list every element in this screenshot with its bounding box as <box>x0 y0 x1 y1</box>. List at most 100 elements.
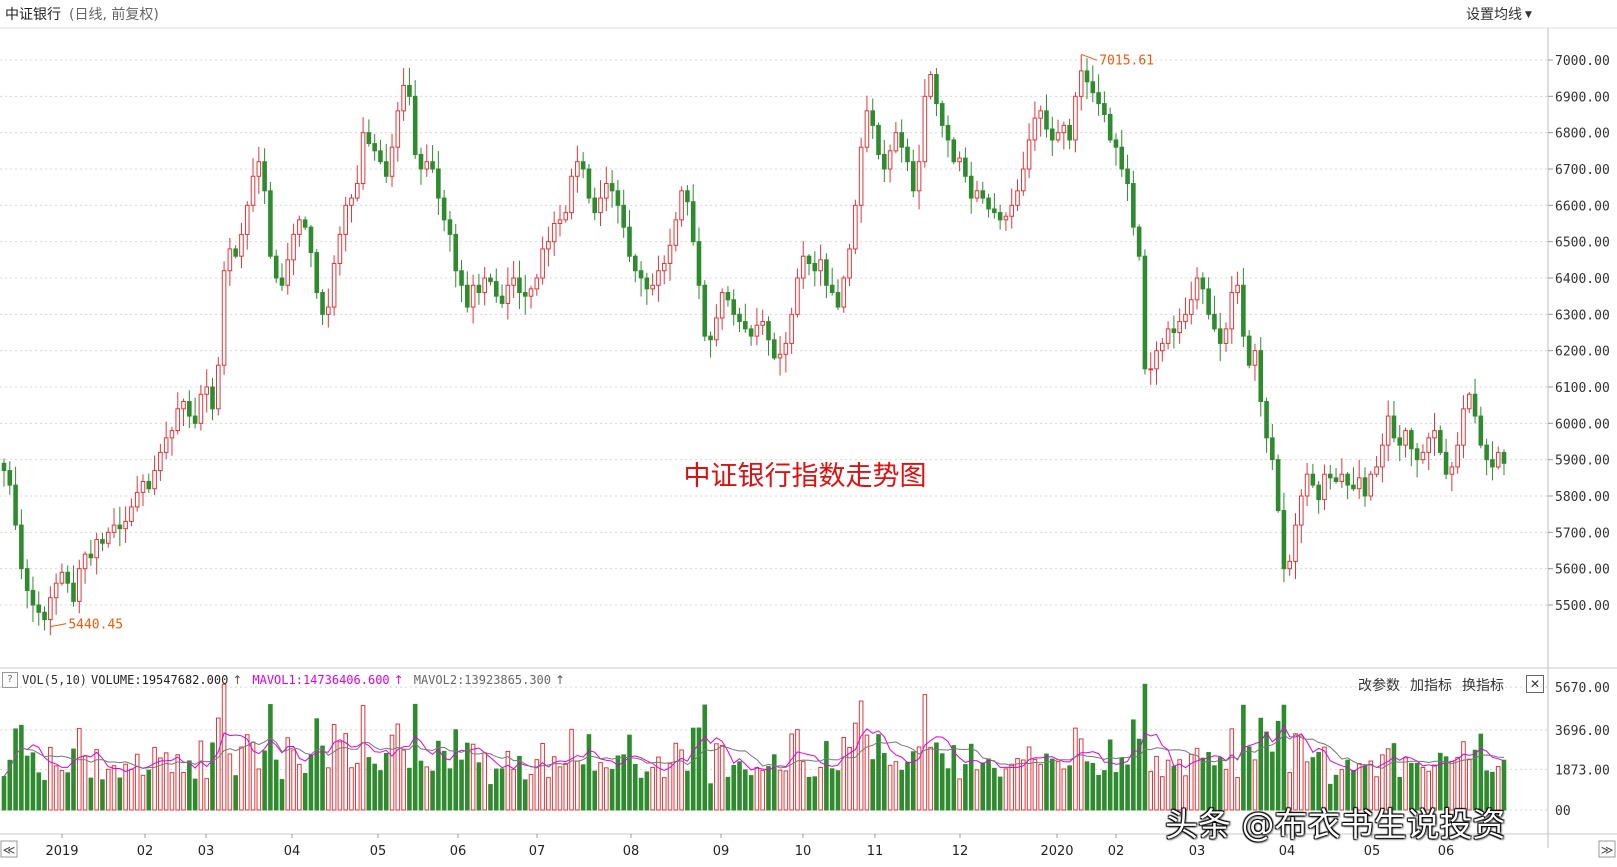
candle-down <box>766 321 771 341</box>
volume-bar-up <box>1032 758 1038 811</box>
candle-down <box>829 284 835 294</box>
volume-bar-up <box>1466 758 1472 811</box>
help-icon[interactable]: ? <box>2 672 18 688</box>
volume-bar-up <box>297 763 302 811</box>
candle-up <box>1038 110 1043 119</box>
candle-down <box>436 168 441 199</box>
set-ma-button[interactable]: 设置均线 ▼ <box>1466 4 1532 24</box>
volume-bar-up <box>841 737 847 811</box>
candle-down <box>1044 110 1049 130</box>
candle-down <box>1409 430 1414 450</box>
volume-bar-down <box>1217 757 1223 811</box>
candle-up <box>864 110 870 148</box>
candle-down <box>1119 146 1125 170</box>
volume-bar-up <box>134 753 140 811</box>
volume-bar-down <box>36 772 42 811</box>
y-tick-label: 6700.00 <box>1555 163 1610 178</box>
candle-down <box>65 571 71 584</box>
candle-down <box>1246 335 1252 366</box>
volume-bar-up <box>1160 776 1165 811</box>
volume-bar-up <box>204 778 209 811</box>
volume-bar-up <box>714 743 719 811</box>
candle-down <box>992 208 997 214</box>
volume-bar-down <box>65 772 71 811</box>
y-tick-label: 6400.00 <box>1555 272 1610 287</box>
volume-bar-down <box>1397 776 1403 811</box>
candle-down <box>1345 473 1350 486</box>
volume-bar-down <box>302 773 308 811</box>
volume-bar-down <box>522 779 528 811</box>
x-tick-label: 02 <box>1108 844 1125 859</box>
volume-bar-down <box>430 770 435 811</box>
y-tick-label: 5600.00 <box>1555 563 1610 578</box>
volume-bar-down <box>1484 770 1489 811</box>
modify-params-button[interactable]: 改参数 <box>1358 678 1400 694</box>
candle-down <box>262 161 267 192</box>
x-tick-label: 08 <box>623 844 640 859</box>
add-indicator-button[interactable]: 加指标 <box>1410 678 1452 694</box>
candle-up <box>974 190 980 199</box>
candle-up <box>1009 204 1015 217</box>
volume-bar-up <box>1322 746 1327 811</box>
volume-bar-up <box>123 763 128 811</box>
volume-bar-down <box>1142 683 1148 811</box>
volume-bars <box>1 683 1507 811</box>
close-icon[interactable]: ✕ <box>1526 675 1544 693</box>
y-tick-label: 6600.00 <box>1555 199 1610 214</box>
candle-up <box>667 244 673 264</box>
volume-bar-down <box>378 770 383 811</box>
annotation-arrow <box>1081 53 1098 61</box>
candle-down <box>24 568 30 591</box>
candle-up <box>1026 139 1032 170</box>
candle-up <box>204 386 209 395</box>
candle-down <box>1362 477 1368 497</box>
candle-down <box>1472 393 1478 417</box>
volume-bar-down <box>882 752 887 811</box>
scroll-left-button[interactable]: ≪ <box>0 840 18 858</box>
candle-up <box>922 95 928 163</box>
index-name: 中证银行 <box>5 7 61 23</box>
candle-down <box>1136 226 1142 257</box>
candle-down <box>1264 401 1269 439</box>
volume-bar-up <box>667 763 673 811</box>
candle-down <box>1414 448 1420 461</box>
x-tick-label: 06 <box>1438 844 1455 859</box>
candle-up <box>158 451 163 472</box>
candle-up <box>841 277 847 308</box>
candle-up <box>656 270 661 286</box>
candle-up <box>1194 277 1200 301</box>
candle-down <box>273 255 279 279</box>
nav-box <box>1598 840 1616 858</box>
price-grid: 7000.00 6900.00 6800.00 6700.00 6600.00 6500.… <box>0 54 1610 614</box>
candle-up <box>291 233 296 261</box>
candle-down <box>88 553 94 559</box>
volume-bar-down <box>621 754 626 811</box>
volume-bar-up <box>1026 746 1032 811</box>
volume-bar-down <box>748 775 754 811</box>
volume-bar-down <box>743 769 748 811</box>
candle-down <box>488 277 493 283</box>
candle-down <box>615 190 621 206</box>
volume-bar-up <box>158 757 163 811</box>
candle-down <box>493 281 499 297</box>
candle-down <box>1125 168 1130 185</box>
volume-bar-up <box>1461 741 1466 811</box>
candle-down <box>13 484 18 526</box>
candle-up <box>534 277 540 290</box>
y-tick-label: 6000.00 <box>1555 417 1610 432</box>
volume-bar-down <box>899 769 904 811</box>
volume-bar-up <box>1165 759 1171 811</box>
volume-bar-up <box>1293 733 1298 811</box>
vol-y-tick-label: 5670.00 <box>1555 681 1610 696</box>
volume-bar-up <box>244 734 250 811</box>
candle-up <box>215 364 221 410</box>
candle-up <box>511 277 516 286</box>
scroll-right-button[interactable]: ≫ <box>1598 840 1616 858</box>
candle-down <box>36 604 42 613</box>
volume-bar-down <box>1437 752 1443 811</box>
volume-bar-down <box>951 745 957 811</box>
switch-indicator-button[interactable]: 换指标 <box>1462 678 1504 694</box>
vol-y-tick-label: 00 <box>1555 804 1571 819</box>
volume-bar-down <box>771 754 777 811</box>
